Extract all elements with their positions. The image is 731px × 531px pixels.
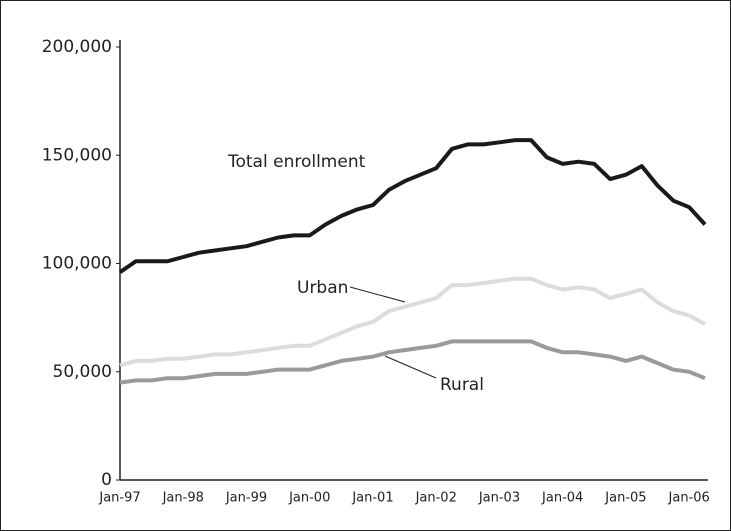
x-tick-label: Jan-02 [415, 491, 457, 506]
x-tick-label: Jan-06 [668, 491, 710, 506]
x-tick-label: Jan-99 [225, 491, 267, 506]
y-tick-label: 150,000 [42, 145, 112, 165]
x-tick-label: Jan-04 [541, 491, 583, 506]
x-tick-label: Jan-03 [478, 491, 520, 506]
series-label: Total enrollment [227, 152, 366, 172]
line [118, 138, 707, 274]
y-tick-label: 0 [101, 470, 112, 490]
x-tick-label: Jan-98 [162, 491, 204, 506]
x-tick-label: Jan-00 [288, 491, 330, 506]
y-tick-label: 50,000 [53, 362, 112, 382]
y-tick-label: 200,000 [42, 37, 112, 57]
series-label: Rural [440, 375, 484, 395]
line [119, 276, 706, 368]
series-label: Urban [297, 278, 348, 298]
x-tick-label: Jan-05 [604, 491, 646, 506]
y-tick-label: 100,000 [42, 254, 112, 274]
leader-line [349, 286, 406, 303]
x-tick-label: Jan-97 [98, 491, 140, 506]
line [119, 339, 706, 385]
x-tick-label: Jan-01 [351, 491, 393, 506]
leader-line [384, 355, 437, 379]
